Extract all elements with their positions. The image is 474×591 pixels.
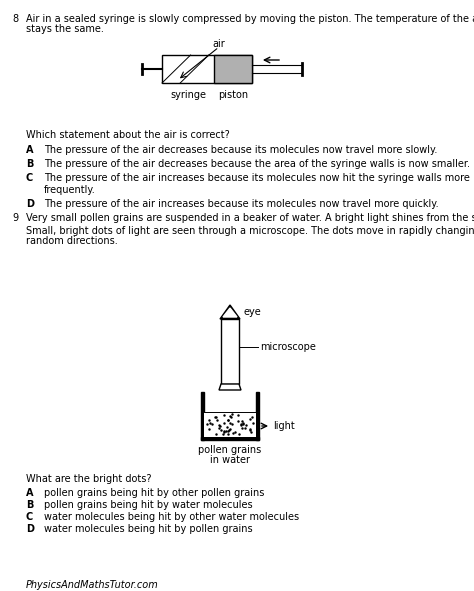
Text: air: air xyxy=(213,39,225,49)
Bar xyxy=(221,319,239,384)
Text: piston: piston xyxy=(218,90,248,100)
Text: The pressure of the air decreases because the area of the syringe walls is now s: The pressure of the air decreases becaus… xyxy=(44,159,470,169)
Polygon shape xyxy=(256,392,259,440)
Text: C: C xyxy=(26,173,33,183)
Text: water molecules being hit by pollen grains: water molecules being hit by pollen grai… xyxy=(44,524,253,534)
Text: The pressure of the air decreases because its molecules now travel more slowly.: The pressure of the air decreases becaus… xyxy=(44,145,438,155)
Text: eye: eye xyxy=(244,307,262,317)
Text: frequently.: frequently. xyxy=(44,185,96,195)
Text: B: B xyxy=(26,159,33,169)
Text: B: B xyxy=(26,500,33,510)
Text: pollen grains: pollen grains xyxy=(199,445,262,455)
Polygon shape xyxy=(220,305,240,319)
Text: PhysicsAndMathsTutor.com: PhysicsAndMathsTutor.com xyxy=(26,580,159,590)
Text: pollen grains being hit by other pollen grains: pollen grains being hit by other pollen … xyxy=(44,488,264,498)
Polygon shape xyxy=(201,392,204,440)
Bar xyxy=(204,412,256,437)
Text: 8: 8 xyxy=(12,14,18,24)
Polygon shape xyxy=(223,308,237,317)
Polygon shape xyxy=(219,384,241,390)
Text: Very small pollen grains are suspended in a beaker of water. A bright light shin: Very small pollen grains are suspended i… xyxy=(26,213,474,223)
Text: Which statement about the air is correct?: Which statement about the air is correct… xyxy=(26,130,230,140)
Polygon shape xyxy=(201,437,259,440)
Text: random directions.: random directions. xyxy=(26,236,118,246)
Text: The pressure of the air increases because its molecules now hit the syringe wall: The pressure of the air increases becaus… xyxy=(44,173,470,183)
Text: What are the bright dots?: What are the bright dots? xyxy=(26,474,152,484)
Text: water molecules being hit by other water molecules: water molecules being hit by other water… xyxy=(44,512,299,522)
Text: in water: in water xyxy=(210,455,250,465)
Text: light: light xyxy=(273,421,295,431)
Bar xyxy=(214,55,252,83)
Text: stays the same.: stays the same. xyxy=(26,24,104,34)
Text: pollen grains being hit by water molecules: pollen grains being hit by water molecul… xyxy=(44,500,253,510)
Text: The pressure of the air increases because its molecules now travel more quickly.: The pressure of the air increases becaus… xyxy=(44,199,438,209)
Text: D: D xyxy=(26,524,34,534)
Text: A: A xyxy=(26,488,34,498)
Text: syringe: syringe xyxy=(170,90,206,100)
Text: 9: 9 xyxy=(12,213,18,223)
Text: Air in a sealed syringe is slowly compressed by moving the piston. The temperatu: Air in a sealed syringe is slowly compre… xyxy=(26,14,474,24)
Bar xyxy=(162,55,252,83)
Text: A: A xyxy=(26,145,34,155)
Text: C: C xyxy=(26,512,33,522)
Text: D: D xyxy=(26,199,34,209)
Text: Small, bright dots of light are seen through a microscope. The dots move in rapi: Small, bright dots of light are seen thr… xyxy=(26,226,474,236)
Text: microscope: microscope xyxy=(260,342,316,352)
